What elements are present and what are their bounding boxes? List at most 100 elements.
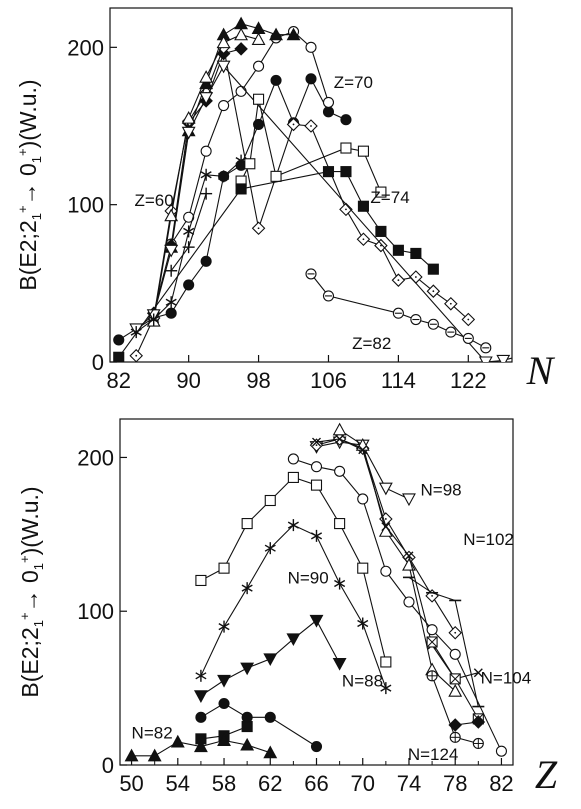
asterisk-stroke [310,532,323,540]
open-inverted-triangle-point [164,244,179,258]
series-open-circle [165,26,335,250]
open-triangle-point [181,110,196,124]
open-circle-point [322,96,335,108]
x-tick-label: 82 [106,368,130,393]
y-tick-label: 0 [92,350,104,375]
filled-triangle-point [251,21,266,35]
filled-circle-point [322,106,335,118]
x-cross-point [358,445,368,455]
open-diamond-point [304,119,318,133]
open-square-point [357,145,369,157]
open-diamond-point [391,273,406,287]
open-triangle-point [448,684,463,697]
open-square-point [253,93,265,105]
circle-minus-point [305,268,317,280]
filled-square-point [322,166,335,178]
annotation-label: Z=70 [334,73,373,92]
open-diamond-point [309,438,324,452]
asterisk-point [241,582,253,595]
open-inverted-triangle-point [478,356,493,362]
series-filled-diamond [146,42,248,321]
filled-inverted-triangle-point [309,614,324,628]
y-axis-label-part: 1 [29,156,44,163]
open-square-point [195,574,207,587]
open-circle-point [403,596,415,608]
circle-minus-point [462,332,474,344]
series-open-square [195,471,392,668]
y-axis-label-part: + [15,205,30,213]
series-line [200,702,317,747]
annotation-label: Z=74 [370,188,409,207]
asterisk-stroke [195,672,207,680]
series-open-triangle [146,27,266,327]
circle-minus-point [427,318,439,330]
box-diag [449,673,461,685]
filled-triangle-point [124,748,139,762]
x-tick-label: 90 [176,368,200,393]
asterisk-stroke [130,328,142,336]
asterisk-stroke [200,171,212,179]
y-axis-label-part: 1 [31,620,46,627]
box-x-point [426,636,438,648]
y-axis-label-part: B(E2;2 [15,220,41,290]
x-axis-ticks: 50 54 58 62 66 70 74 78 82 [119,758,514,796]
filled-circle-point [310,740,323,753]
annotation-label: N=104 [481,668,532,687]
asterisk-stroke [287,521,299,529]
series-circle-plus [426,670,484,750]
open-diamond-point [129,348,143,362]
filled-triangle-point [240,737,255,751]
asterisk-stroke [264,544,276,552]
plus-point [200,187,213,200]
open-diamond-point [448,625,462,640]
x-cross-point [381,522,391,532]
open-diamond-point [426,284,441,298]
filled-square-point [357,200,369,212]
annotation-label: Z=82 [352,334,391,353]
open-triangle-point [199,70,214,83]
asterisk-stroke [165,298,177,306]
annotation-label: N=88 [342,671,383,690]
asterisk-stroke [218,172,230,180]
open-circle-point [183,211,195,223]
filled-circle-point [340,114,352,126]
y-tick-label: 100 [77,599,114,624]
open-inverted-triangle-point [515,351,527,362]
diamond-dot [384,518,387,520]
open-circle-point [495,745,507,757]
circle-plus-point [426,670,438,682]
x-tick-label: 58 [212,771,236,796]
diamond-dot [397,279,400,282]
x-tick-label: 62 [258,771,282,796]
series-filled-triangle [124,733,278,762]
annotations: Z=70 Z=60 Z=74 Z=82 [134,73,409,353]
filled-triangle-point [193,739,208,753]
open-inverted-triangle-point [496,354,511,362]
open-diamond-point [251,221,266,236]
y-axis-label-part: 1 [29,213,44,220]
asterisk-point [195,669,207,682]
open-square-point [270,170,282,182]
series-line [200,524,387,689]
filled-circle-point [270,74,282,86]
open-circle-point [380,565,392,577]
filled-circle-point [113,334,125,346]
diamond-dot [310,125,312,127]
y-tick-label: 200 [67,35,104,60]
asterisk-point [264,542,276,555]
asterisk-point [148,313,160,326]
open-circle-point [200,145,212,157]
open-circle-point [305,41,317,53]
series-plus [165,187,213,277]
asterisk-stroke [357,619,369,628]
x-cross-point [404,551,414,561]
open-circle-point [449,648,461,660]
asterisk-point [218,620,230,633]
series-circle-minus [305,268,492,354]
annotation-label: N=102 [463,530,514,549]
diamond-dot [135,354,138,357]
x-cross-point [312,437,321,447]
open-inverted-triangle-point [199,92,214,105]
